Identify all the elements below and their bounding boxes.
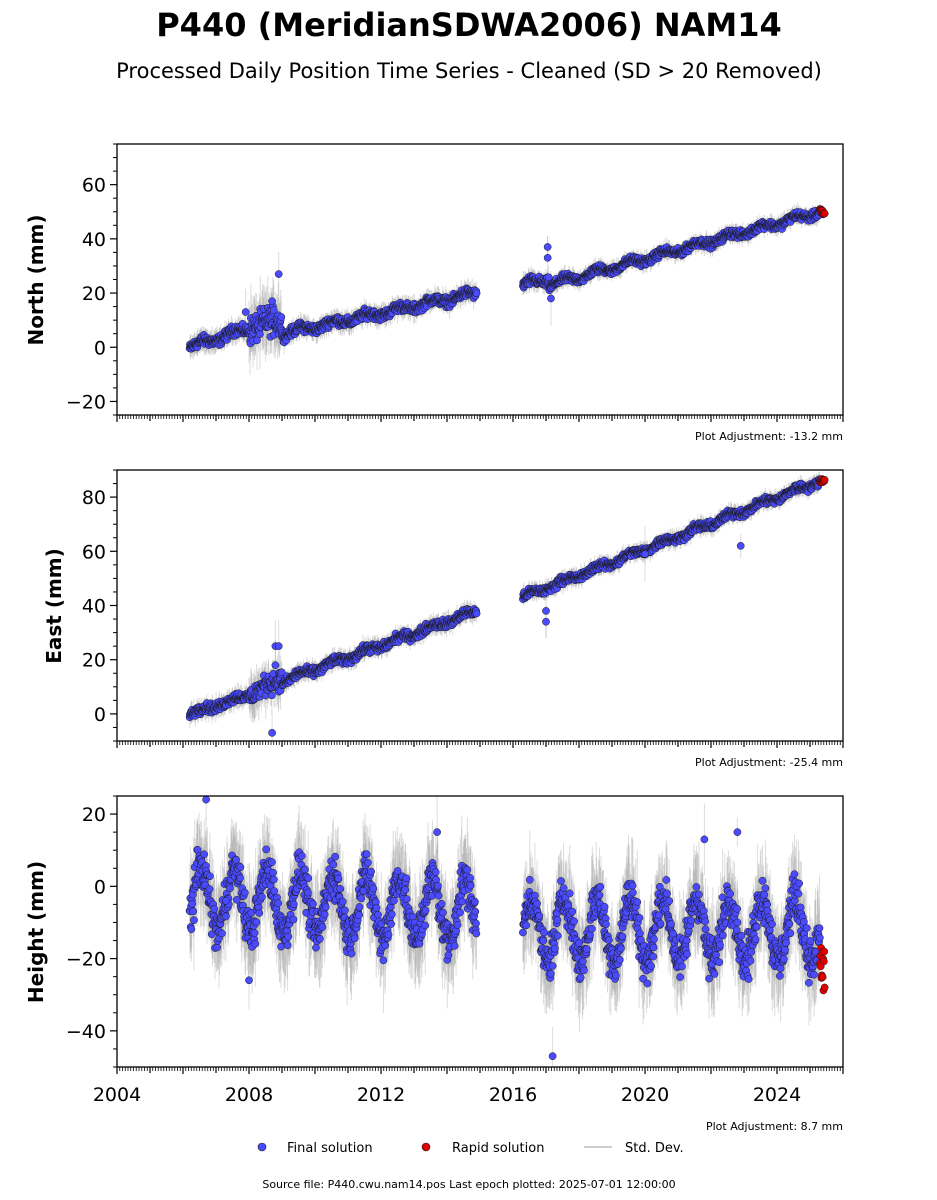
- north-ytick-label: 60: [82, 175, 106, 197]
- north-final-point: [269, 306, 278, 315]
- north-final-point: [256, 330, 264, 339]
- north-panel: −20 0 20 40 60 North (mm) Plot Adjustment: -…: [24, 143, 844, 443]
- north-plot-adjustment: Plot Adjustment: -13.2 mm: [695, 430, 843, 443]
- north-ytick-label: 0: [94, 337, 106, 359]
- figure-title: P440 (MeridianSDWA2006) NAM14: [156, 6, 782, 44]
- north-final-point: [241, 308, 250, 316]
- north-final-point: [277, 313, 286, 321]
- figure-subtitle: Processed Daily Position Time Series - C…: [116, 59, 822, 83]
- north-final-point: [274, 270, 283, 278]
- north-final-point: [543, 243, 552, 251]
- north-final-point: [268, 297, 276, 306]
- north-final-point: [543, 253, 552, 262]
- north-final-point: [547, 294, 555, 303]
- north-rapid-point: [820, 209, 829, 218]
- north-ylabel: North (mm): [24, 214, 48, 345]
- north-ytick-label: 40: [82, 229, 106, 251]
- north-ytick-label: 20: [82, 283, 106, 305]
- north-ytick-label: −20: [66, 391, 106, 413]
- north-final-point: [472, 289, 481, 298]
- north-points: [185, 205, 829, 353]
